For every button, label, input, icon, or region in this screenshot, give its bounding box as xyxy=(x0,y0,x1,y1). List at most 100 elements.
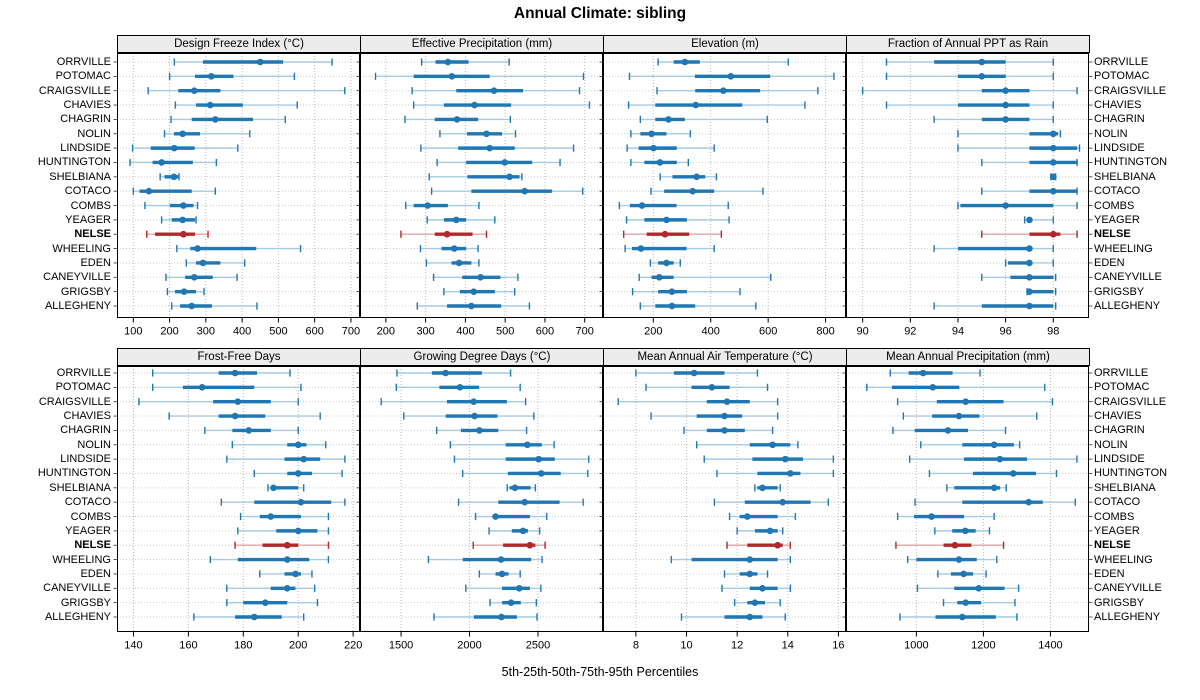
site-label-right-shelbiana: SHELBIANA xyxy=(1094,170,1156,183)
panel-border xyxy=(117,53,360,318)
panel-background xyxy=(360,53,603,318)
site-label-right-eden: EDEN xyxy=(1094,256,1125,269)
x-tick-label: 92 xyxy=(904,326,916,338)
plot-title: Annual Climate: sibling xyxy=(513,5,687,22)
site-label-right-combs: COMBS xyxy=(1094,510,1135,523)
panel-5: 1500 2000 2500 xyxy=(356,366,607,652)
panel-2: 200 400 600 800 xyxy=(599,53,850,338)
percentile-row-craigsville xyxy=(147,87,346,95)
percentile-row-nelse xyxy=(726,541,792,549)
percentile-row-combs xyxy=(144,201,199,210)
x-tick-label: 200 xyxy=(160,326,178,338)
site-label-left-nolin: NOLIN xyxy=(77,438,111,451)
percentile-row-nolin xyxy=(231,441,327,449)
panel-background xyxy=(603,366,846,632)
site-label-left-chavies: CHAVIES xyxy=(63,410,111,423)
site-label-right-craigsville: CRAIGSVILLE xyxy=(1094,84,1167,97)
percentile-row-allegheny xyxy=(416,302,531,310)
x-tick-label: 1000 xyxy=(904,640,928,652)
percentile-row-potomac xyxy=(866,383,1046,391)
site-label-right-caneyville: CANEYVILLE xyxy=(1094,271,1162,284)
percentile-row-orrville xyxy=(151,369,291,377)
percentile-row-nelse xyxy=(622,230,723,238)
site-label-right-huntington: HUNTINGTON xyxy=(1094,156,1168,169)
site-label-left-allegheny: ALLEGHENY xyxy=(44,611,111,623)
site-label-right-chavies: CHAVIES xyxy=(1094,410,1142,423)
percentile-row-nelse xyxy=(400,230,488,238)
x-tick-label: 800 xyxy=(816,326,834,338)
percentile-row-huntington xyxy=(129,158,218,167)
panel-strip-mean-annual-precipitation: Mean Annual Precipitation (mm) xyxy=(846,348,1090,366)
percentile-row-eden xyxy=(649,259,681,267)
site-label-right-yeager: YEAGER xyxy=(1094,213,1140,226)
panel-border xyxy=(117,366,360,632)
percentile-row-lindside xyxy=(626,144,715,152)
percentile-row-lindside xyxy=(957,144,1081,152)
site-label-left-potomac: POTOMAC xyxy=(55,381,111,394)
percentile-row-yeager xyxy=(237,527,330,535)
percentile-row-orrville xyxy=(635,369,759,377)
percentile-row-allegheny xyxy=(680,613,786,621)
site-label-left-allegheny: ALLEGHENY xyxy=(44,300,111,312)
percentile-row-caneyville xyxy=(226,584,316,592)
site-label-right-chagrin: CHAGRIN xyxy=(1094,113,1145,126)
percentile-row-huntington xyxy=(253,469,343,478)
percentile-row-huntington xyxy=(461,469,589,478)
x-tick-label: 160 xyxy=(179,640,197,652)
percentile-row-shelbiana xyxy=(754,484,781,492)
percentile-row-craigsville xyxy=(138,398,299,406)
site-label-right-caneyville: CANEYVILLE xyxy=(1094,582,1162,595)
percentile-row-chavies xyxy=(403,412,535,420)
site-label-right-potomac: POTOMAC xyxy=(1094,70,1150,83)
percentile-row-allegheny xyxy=(193,613,305,621)
site-label-left-orrville: ORRVILLE xyxy=(56,367,111,379)
site-label-left-huntington: HUNTINGTON xyxy=(37,467,111,480)
x-tick-label: 220 xyxy=(344,640,362,652)
x-tick-label: 600 xyxy=(759,326,777,338)
panel-background xyxy=(603,53,846,318)
panel-strip-design-freeze-index: Design Freeze Index (°C) xyxy=(117,35,361,53)
panel-strip-effective-precipitation: Effective Precipitation (mm) xyxy=(360,35,604,53)
percentile-row-wheeling xyxy=(176,244,302,253)
percentile-row-cotaco xyxy=(132,187,216,195)
panel-strip-fraction-ppt-rain: Fraction of Annual PPT as Rain xyxy=(846,35,1090,53)
panel-7: 1000 1200 1400 xyxy=(842,366,1093,652)
x-tick-label: 200 xyxy=(644,326,662,338)
site-label-right-potomac: POTOMAC xyxy=(1094,381,1150,394)
x-tick-label: 2000 xyxy=(457,640,481,652)
percentile-row-nolin xyxy=(439,130,517,138)
percentile-row-lindside xyxy=(908,455,1078,463)
percentile-row-grigsby xyxy=(733,599,781,607)
site-label-left-cotaco: COTACO xyxy=(64,185,111,198)
panel-4: 140 160 180 200 220 xyxy=(113,366,364,652)
percentile-row-caneyville xyxy=(916,584,1020,592)
percentile-row-nolin xyxy=(163,130,251,138)
percentile-row-potomac xyxy=(168,72,296,80)
panel-border xyxy=(846,366,1089,632)
percentile-row-craigsville xyxy=(896,398,1054,406)
panel-background xyxy=(117,53,360,318)
percentile-row-shelbiana xyxy=(659,173,718,181)
percentile-row-nelse xyxy=(981,230,1078,238)
site-label-left-yeager: YEAGER xyxy=(65,213,111,226)
percentile-row-lindside xyxy=(131,144,239,152)
percentiles-caption: 5th-25th-50th-75th-95th Percentiles xyxy=(501,665,699,679)
percentile-row-combs xyxy=(239,512,330,521)
percentile-row-cotaco xyxy=(457,498,584,506)
site-label-right-grigsby: GRIGSBY xyxy=(1094,596,1145,609)
panel-6: 8 10 12 14 16 xyxy=(599,366,850,652)
percentile-row-orrville xyxy=(657,58,789,66)
site-label-left-nelse: NELSE xyxy=(74,539,111,552)
percentile-row-lindside xyxy=(420,144,575,152)
site-label-right-lindside: LINDSIDE xyxy=(1094,453,1145,466)
site-label-left-grigsby: GRIGSBY xyxy=(60,285,111,298)
x-tick-label: 500 xyxy=(269,326,287,338)
panel-border xyxy=(360,53,603,318)
percentile-row-shelbiana xyxy=(1049,173,1057,181)
percentile-row-eden xyxy=(478,570,521,578)
site-label-left-craigsville: CRAIGSVILLE xyxy=(38,84,111,97)
percentile-row-caneyville xyxy=(721,584,792,592)
percentile-row-huntington xyxy=(928,469,1058,478)
x-tick-label: 140 xyxy=(124,640,142,652)
